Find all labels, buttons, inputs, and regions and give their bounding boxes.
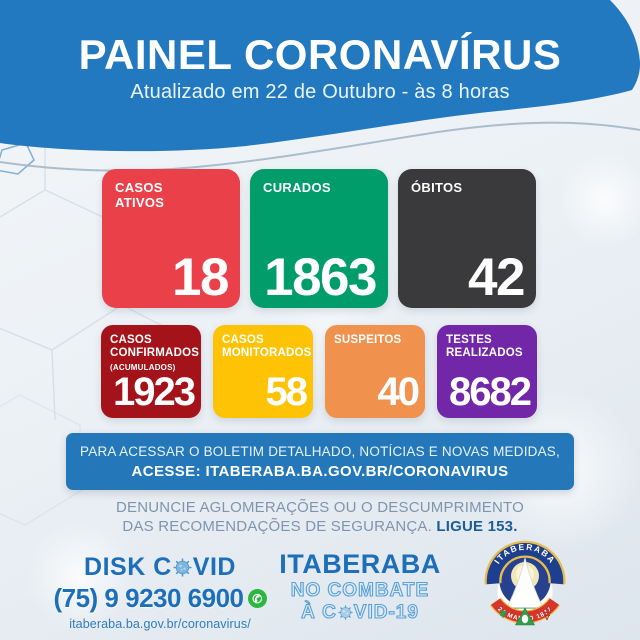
bulletin-banner-text: PARA ACESSAR O BOLETIM DETALHADO, NOTÍCI… [80, 443, 560, 459]
campaign-line2: NO COMBATE [290, 580, 430, 601]
seal-right-charge [542, 608, 552, 621]
campaign-logo: ITABERABA NO COMBATE À C VID-19 [278, 549, 442, 623]
updated-at-text: Atualizado em 22 de Outubro - às 8 horas [130, 81, 510, 103]
footer-url[interactable]: itaberaba.ba.gov.br/coronavirus/ [69, 617, 251, 631]
card-label: CASOS MONITORADOS [222, 334, 312, 359]
page-title: PAINEL CORONAVÍRUS [78, 31, 562, 78]
denounce-notice-line2: DAS RECOMENDAÇÕES DE SEGURANÇA. [122, 518, 432, 535]
seal-left-charge [499, 610, 507, 618]
card-casos-ativos: CASOS ATIVOS 18 [102, 169, 240, 308]
virus-icon [338, 605, 353, 620]
denounce-notice-line1: DENUNCIE AGLOMERAÇÕES OU O DESCUMPRIMENT… [116, 499, 524, 516]
card-testes-realizados: TESTES REALIZADOS 8682 [437, 325, 537, 418]
card-value: 8682 [449, 370, 532, 414]
disk-covid-phone[interactable]: (75) 9 9230 6900 ✆ [50, 583, 270, 614]
card-label: CASOS CONFIRMADOS (ACUMULADOS) [110, 334, 200, 372]
seal-center-charge [514, 607, 536, 626]
whatsapp-icon[interactable]: ✆ [247, 589, 267, 608]
itaberaba-city-seal: ITABERABA 24 MARÇO 1877 [484, 540, 566, 626]
card-suspeitos: SUSPEITOS 40 [325, 325, 425, 418]
card-casos-monitorados: CASOS MONITORADOS 58 [213, 325, 313, 418]
card-casos-confirmados: CASOS CONFIRMADOS (ACUMULADOS) 1923 [101, 325, 201, 418]
stats-row-primary: CASOS ATIVOS 18 CURADOS 1863 ÓBITOS 42 [102, 169, 536, 308]
bulletin-banner[interactable]: PARA ACESSAR O BOLETIM DETALHADO, NOTÍCI… [66, 433, 574, 490]
bulletin-banner-link[interactable]: ACESSE: ITABERABA.BA.GOV.BR/CORONAVIRUS [131, 462, 509, 480]
card-value: 40 [377, 370, 420, 414]
card-value: 42 [468, 248, 525, 307]
card-value: 1923 [113, 370, 196, 414]
denounce-notice: DENUNCIE AGLOMERAÇÕES OU O DESCUMPRIMENT… [0, 498, 640, 536]
header-wave-shape [0, 0, 640, 172]
card-value: 58 [265, 370, 308, 414]
card-label: ÓBITOS [411, 180, 463, 195]
card-sublabel: (ACUMULADOS) [110, 363, 176, 372]
card-obitos: ÓBITOS 42 [398, 169, 536, 308]
stats-row-secondary: CASOS CONFIRMADOS (ACUMULADOS) 1923 CASO… [101, 325, 537, 418]
disk-covid-title: DISK C VID [84, 553, 236, 581]
card-label: CASOS ATIVOS [115, 180, 165, 210]
campaign-city-name: ITABERABA [279, 549, 441, 579]
disk-covid-block: DISK C VID (75) 9 9230 6900 ✆ itaberaba.… [50, 553, 270, 631]
denounce-notice-highlight: LIGUE 153. [436, 518, 518, 535]
campaign-line3: À C VID-19 [301, 602, 419, 623]
card-label: CURADOS [263, 180, 331, 195]
card-label: TESTES REALIZADOS [446, 334, 523, 359]
virus-icon [173, 558, 192, 577]
card-curados: CURADOS 1863 [250, 169, 388, 308]
card-value: 1863 [264, 248, 377, 307]
card-value: 18 [172, 248, 229, 307]
card-label: SUSPEITOS [334, 334, 402, 346]
